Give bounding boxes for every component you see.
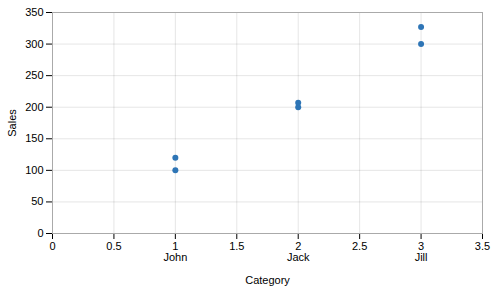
svg-text:1.5: 1.5: [229, 240, 244, 252]
svg-text:250: 250: [25, 69, 43, 81]
svg-text:200: 200: [25, 101, 43, 113]
svg-text:2.5: 2.5: [352, 240, 367, 252]
svg-text:0.5: 0.5: [106, 240, 121, 252]
svg-text:Category: Category: [245, 274, 290, 286]
svg-text:0: 0: [37, 227, 43, 239]
svg-text:Jill: Jill: [415, 251, 428, 263]
svg-text:1: 1: [172, 240, 179, 253]
svg-text:Jack: Jack: [287, 251, 310, 263]
svg-text:2: 2: [295, 240, 302, 253]
svg-text:350: 350: [25, 6, 43, 18]
svg-text:150: 150: [25, 132, 43, 144]
svg-text:50: 50: [31, 195, 43, 207]
svg-text:3.5: 3.5: [475, 240, 490, 252]
svg-text:John: John: [163, 251, 187, 263]
svg-text:Sales: Sales: [6, 109, 18, 137]
svg-text:100: 100: [25, 164, 43, 176]
svg-text:300: 300: [25, 38, 43, 50]
svg-text:3: 3: [418, 240, 425, 253]
svg-text:0: 0: [49, 240, 55, 252]
